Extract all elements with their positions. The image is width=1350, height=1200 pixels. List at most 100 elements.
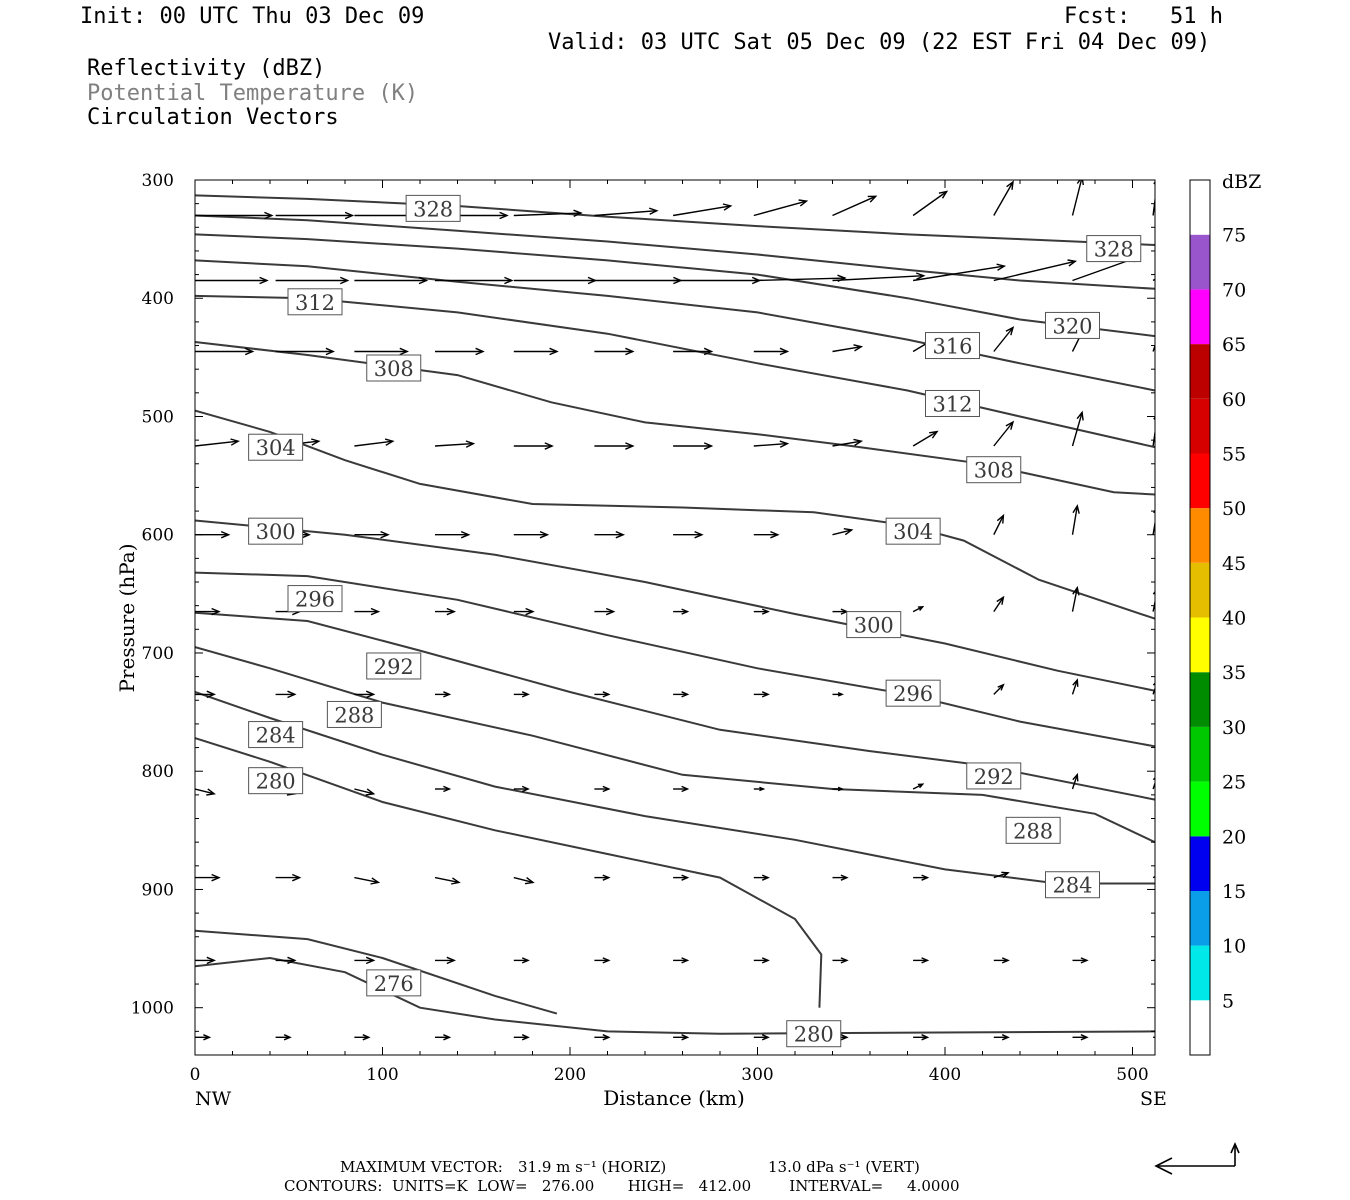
circulation-vector xyxy=(993,683,1005,695)
colorbar-segment xyxy=(1190,945,1210,1001)
circulation-vector xyxy=(195,347,255,356)
circulation-vector xyxy=(913,1034,930,1041)
contour-label: 280 xyxy=(786,1020,842,1048)
colorbar-tick-label: 15 xyxy=(1222,881,1246,903)
contour-label: 280 xyxy=(248,767,304,795)
colorbar-segment xyxy=(1190,1000,1210,1055)
circulation-vector xyxy=(513,785,530,793)
circulation-vector xyxy=(594,530,626,539)
circulation-vector xyxy=(753,199,809,217)
svg-text:276: 276 xyxy=(374,972,414,996)
y-tick-label: 1000 xyxy=(131,999,174,1019)
contour-label: 328 xyxy=(405,194,461,222)
circulation-vector xyxy=(594,691,611,698)
init-time: Init: 00 UTC Thu 03 Dec 09 xyxy=(80,4,425,29)
circulation-vector xyxy=(195,873,221,882)
circulation-vector xyxy=(1152,509,1155,535)
circulation-vector xyxy=(195,607,221,616)
svg-text:288: 288 xyxy=(1013,819,1053,843)
circulation-vector xyxy=(1071,585,1080,612)
colorbar-segment xyxy=(1190,398,1210,454)
circulation-vector xyxy=(435,785,452,793)
colorbar-segment xyxy=(1190,617,1210,673)
svg-text:288: 288 xyxy=(334,703,374,727)
svg-text:284: 284 xyxy=(1052,874,1092,898)
circulation-vector xyxy=(912,430,939,447)
circulation-vector xyxy=(993,871,1010,879)
circulation-vector xyxy=(673,442,714,450)
circulation-vector xyxy=(354,607,381,616)
contour-label: 308 xyxy=(366,354,422,382)
circulation-vector xyxy=(673,691,690,698)
svg-text:316: 316 xyxy=(932,335,972,359)
x-tick-label: 400 xyxy=(929,1065,961,1085)
circulation-vector xyxy=(1072,957,1089,964)
circulation-vector xyxy=(354,690,376,699)
legend-reflectivity: Reflectivity (dBZ) xyxy=(87,56,326,81)
circulation-vector xyxy=(435,691,452,698)
circulation-vector xyxy=(435,607,457,616)
colorbar-tick-label: 75 xyxy=(1222,225,1246,247)
colorbar-tick-label: 50 xyxy=(1222,498,1246,520)
circulation-vector xyxy=(594,785,611,793)
circulation-vector xyxy=(513,691,530,698)
colorbar-segment xyxy=(1190,289,1210,345)
colorbar-tick-label: 55 xyxy=(1222,443,1246,465)
svg-text:296: 296 xyxy=(893,682,933,706)
circulation-vector xyxy=(832,692,844,697)
circulation-vector xyxy=(1071,772,1079,790)
colorbar-segment xyxy=(1190,234,1210,290)
circulation-vector xyxy=(753,347,790,356)
contour-label: 308 xyxy=(966,456,1022,484)
theta-contour-276 xyxy=(195,929,558,1015)
circulation-vector xyxy=(832,786,844,792)
circulation-vector xyxy=(275,690,297,699)
contour-label: 292 xyxy=(366,652,422,680)
theta-contour-300 xyxy=(195,519,1155,692)
circulation-vector xyxy=(275,1034,292,1041)
circulation-vector xyxy=(435,1034,452,1041)
valid-time: Valid: 03 UTC Sat 05 Dec 09 (22 EST Fri … xyxy=(548,30,1211,55)
colorbar-segment xyxy=(1190,726,1210,782)
circulation-vector xyxy=(993,595,1005,612)
circulation-vector xyxy=(195,788,216,796)
contour-label: 320 xyxy=(1045,311,1100,339)
colorbar-tick-label: 25 xyxy=(1222,772,1246,794)
circulation-vector xyxy=(753,608,770,615)
circulation-vector xyxy=(832,528,854,536)
y-tick-label: 500 xyxy=(142,407,174,427)
circulation-vector xyxy=(832,272,926,282)
circulation-vector xyxy=(435,276,514,285)
contour-label: 288 xyxy=(1005,816,1061,844)
circulation-vector xyxy=(832,957,849,964)
circulation-vector xyxy=(753,957,770,964)
colorbar-segment xyxy=(1190,508,1210,563)
svg-text:284: 284 xyxy=(256,724,296,748)
colorbar-frame xyxy=(1189,179,1211,1056)
circulation-vector xyxy=(354,788,376,796)
y-tick-label: 700 xyxy=(142,644,174,664)
contours-info: CONTOURS: UNITS=K LOW= 276.00 HIGH= 412.… xyxy=(284,1177,960,1195)
colorbar-tick-label: 60 xyxy=(1222,389,1246,411)
circulation-vector xyxy=(1152,415,1155,447)
circulation-vector xyxy=(594,1034,611,1041)
circulation-vector xyxy=(913,874,930,881)
contour-label: 292 xyxy=(966,762,1022,790)
contour-label: 304 xyxy=(885,517,941,545)
contour-label: 284 xyxy=(1045,871,1100,899)
circulation-vector xyxy=(195,690,216,699)
colorbar-unit: dBZ xyxy=(1222,171,1261,193)
circulation-vector xyxy=(594,347,635,356)
contour-label: 300 xyxy=(248,517,304,545)
svg-text:308: 308 xyxy=(974,459,1014,483)
x-tick-label: 300 xyxy=(741,1065,773,1085)
contour-label: 312 xyxy=(925,389,980,417)
circulation-vector xyxy=(513,276,598,285)
circulation-vector xyxy=(673,530,704,539)
circulation-vector xyxy=(993,326,1015,352)
max-vector-horiz: 31.9 m s⁻¹ (HORIZ) xyxy=(518,1158,667,1176)
contour-label: 304 xyxy=(248,433,304,461)
theta-contour-328 xyxy=(195,194,1155,246)
circulation-vector xyxy=(672,203,733,217)
